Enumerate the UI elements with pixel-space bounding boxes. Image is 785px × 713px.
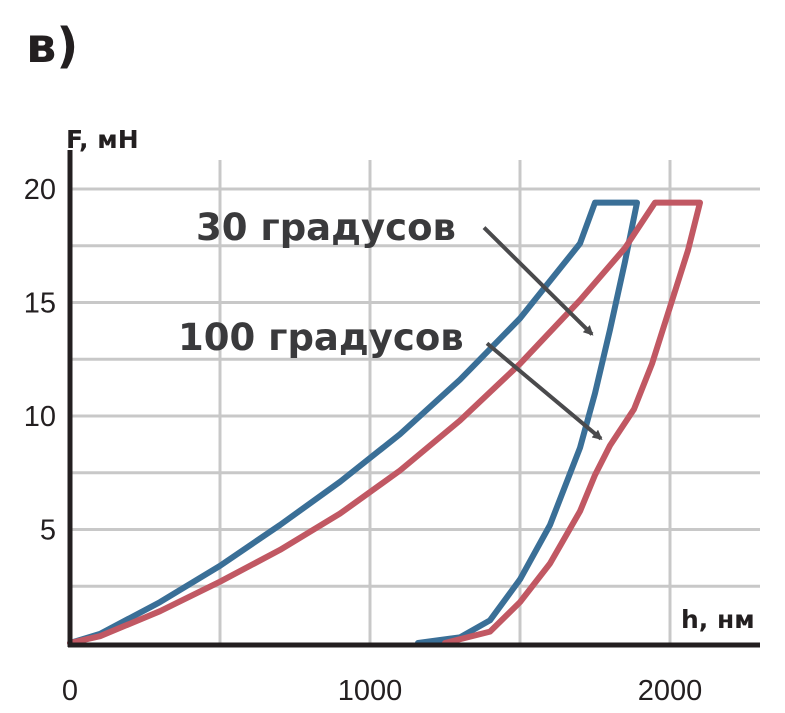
y-tick-label: 5	[40, 515, 56, 547]
annotations-group: 30 градусов 100 градусов	[178, 206, 603, 441]
annotation-label: 30 градусов	[196, 206, 456, 249]
x-tick-label: 1000	[338, 675, 403, 707]
y-tick-label: 20	[24, 174, 56, 206]
y-tick-label: 10	[24, 401, 56, 433]
tick-labels: 5 10 15 20 0 1000 2000	[24, 174, 703, 707]
annotation-arrow	[482, 226, 594, 336]
x-axis-label: h, нм	[681, 605, 755, 634]
x-tick-label: 2000	[638, 675, 703, 707]
series-line-30	[67, 199, 640, 646]
annotation-label: 100 градусов	[178, 316, 464, 359]
series-line-100	[67, 199, 703, 646]
panel-label: в)	[26, 18, 79, 74]
series-group	[67, 199, 703, 646]
x-tick-label: 0	[62, 675, 78, 707]
annotation-arrow	[485, 341, 603, 441]
axes	[67, 150, 760, 648]
y-axis-label: F, мН	[66, 125, 139, 154]
grid	[70, 160, 760, 645]
y-tick-label: 15	[24, 288, 56, 320]
